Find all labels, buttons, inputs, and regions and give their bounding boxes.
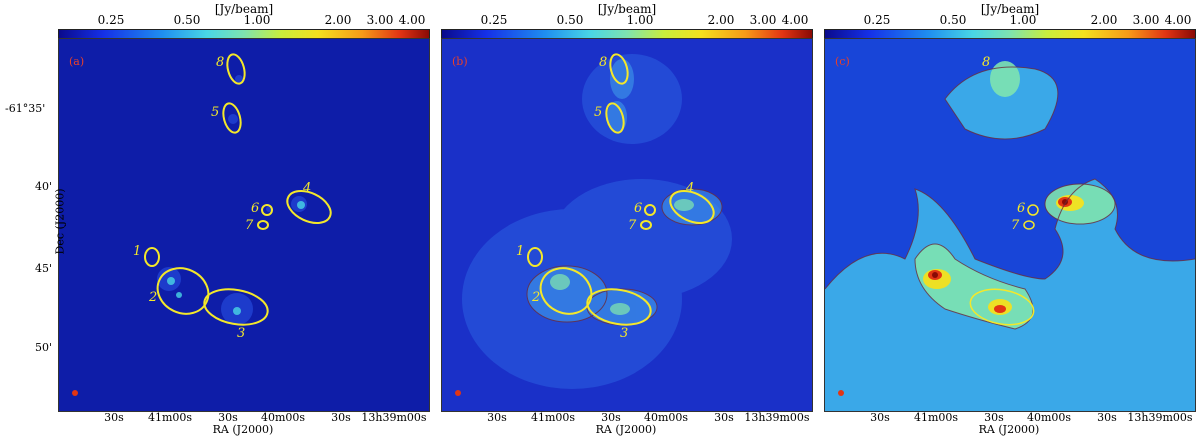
source-label: 8 xyxy=(982,55,990,70)
y-tick-label: 40' xyxy=(35,180,53,193)
colorbar-tick: 2.00 xyxy=(324,13,352,27)
colorbar-tick: 3.00 xyxy=(749,13,777,27)
x-axis-title: RA (J2000) xyxy=(978,423,1040,436)
colorbar-tick: 0.25 xyxy=(863,13,891,27)
x-tick-label: 13h39m00s xyxy=(744,411,810,424)
x-tick-label: 41m00s xyxy=(913,411,959,424)
panel-b: [Jy/beam] 0.25 0.50 1.00 2.00 3.00 4.00 xyxy=(438,0,816,436)
x-tick-label: 30s xyxy=(487,411,507,424)
x-tick-label: 40m00s xyxy=(1026,411,1072,424)
source-label: 4 xyxy=(685,181,694,196)
y-tick-label: 50' xyxy=(35,341,53,354)
source-label: 1 xyxy=(133,244,141,259)
source-label: 6 xyxy=(1017,201,1025,216)
x-tick-label: 30s xyxy=(218,411,238,424)
panel-label-a: (a) xyxy=(69,55,84,68)
colorbar-tick: 2.00 xyxy=(1090,13,1118,27)
y-axis-title: Dec (J2000) xyxy=(53,188,67,255)
panel-label-c: (c) xyxy=(835,55,850,68)
source-label: 8 xyxy=(599,55,607,70)
source-label: 3 xyxy=(237,326,245,341)
panel-c: [Jy/beam] 0.25 0.50 1.00 2.00 3.00 4.00 xyxy=(821,0,1199,436)
source-label: 7 xyxy=(628,218,637,233)
colorbar-ticks: 0.25 0.50 1.00 2.00 3.00 4.00 xyxy=(438,13,816,27)
panel-label-b: (b) xyxy=(452,55,468,68)
colorbar-tick: 4.00 xyxy=(1164,13,1192,27)
colorbar-ticks: 0.25 0.50 1.00 2.00 3.00 4.00 xyxy=(821,13,1199,27)
colorbar-tick: 3.00 xyxy=(1132,13,1160,27)
colorbar-unit: [Jy/beam] xyxy=(597,2,657,16)
colorbar-ticks: 0.25 0.50 1.00 2.00 3.00 4.00 xyxy=(55,13,433,27)
colorbar-tick: 0.25 xyxy=(480,13,508,27)
x-tick-label: 13h39m00s xyxy=(1127,411,1193,424)
x-tick-label: 30s xyxy=(1097,411,1117,424)
map-c: (c) 8 6 7 xyxy=(824,38,1196,412)
source-label: 3 xyxy=(620,326,628,341)
panel-a: [Jy/beam] 0.25 0.50 1.00 2.00 3.00 4.00 … xyxy=(5,0,433,436)
source-label: 6 xyxy=(634,201,642,216)
x-tick-label: 30s xyxy=(984,411,1004,424)
colorbar-tick: 1.00 xyxy=(1009,13,1037,27)
source-label: 7 xyxy=(245,218,254,233)
colorbar-tick: 2.00 xyxy=(707,13,735,27)
x-axis-title: RA (J2000) xyxy=(595,423,657,436)
source-label: 2 xyxy=(531,290,540,305)
map-b: (b) 8 5 4 6 7 1 2 3 xyxy=(441,38,813,412)
y-tick-label: 45' xyxy=(35,262,53,275)
x-axis-labels: 30s 41m00s 30s 40m00s 30s 13h39m00s xyxy=(58,411,428,424)
x-tick-label: 30s xyxy=(331,411,351,424)
x-axis-labels: 30s 41m00s 30s 40m00s 30s 13h39m00s xyxy=(824,411,1194,424)
colorbar-tick: 1.00 xyxy=(243,13,271,27)
x-axis-labels: 30s 41m00s 30s 40m00s 30s 13h39m00s xyxy=(441,411,811,424)
colorbar-unit: [Jy/beam] xyxy=(214,2,274,16)
source-label: 7 xyxy=(1011,218,1020,233)
colorbar-tick: 0.50 xyxy=(939,13,967,27)
source-label: 5 xyxy=(211,105,219,120)
x-tick-label: 41m00s xyxy=(147,411,193,424)
source-label: 8 xyxy=(216,55,224,70)
colorbar-unit: [Jy/beam] xyxy=(980,2,1040,16)
colorbar-tick: 0.50 xyxy=(173,13,201,27)
source-label: 1 xyxy=(516,244,524,259)
x-tick-label: 40m00s xyxy=(643,411,689,424)
x-tick-label: 40m00s xyxy=(260,411,306,424)
source-label: 4 xyxy=(302,181,311,196)
x-tick-label: 30s xyxy=(104,411,124,424)
x-tick-label: 13h39m00s xyxy=(361,411,427,424)
x-tick-label: 30s xyxy=(714,411,734,424)
x-tick-label: 30s xyxy=(870,411,890,424)
colorbar-tick: 0.50 xyxy=(556,13,584,27)
x-tick-label: 41m00s xyxy=(530,411,576,424)
colorbar-tick: 3.00 xyxy=(366,13,394,27)
x-tick-label: 30s xyxy=(601,411,621,424)
colorbar-tick: 4.00 xyxy=(781,13,809,27)
x-axis-title: RA (J2000) xyxy=(212,423,274,436)
colorbar-tick: 4.00 xyxy=(398,13,426,27)
y-tick-label: -61°35' xyxy=(5,102,46,115)
colorbar-tick: 1.00 xyxy=(626,13,654,27)
source-label: 6 xyxy=(251,201,259,216)
map-a: (a) 8 5 4 6 7 1 2 3 xyxy=(58,38,430,412)
source-label: 2 xyxy=(148,290,157,305)
source-label: 5 xyxy=(594,105,602,120)
colorbar-tick: 0.25 xyxy=(97,13,125,27)
